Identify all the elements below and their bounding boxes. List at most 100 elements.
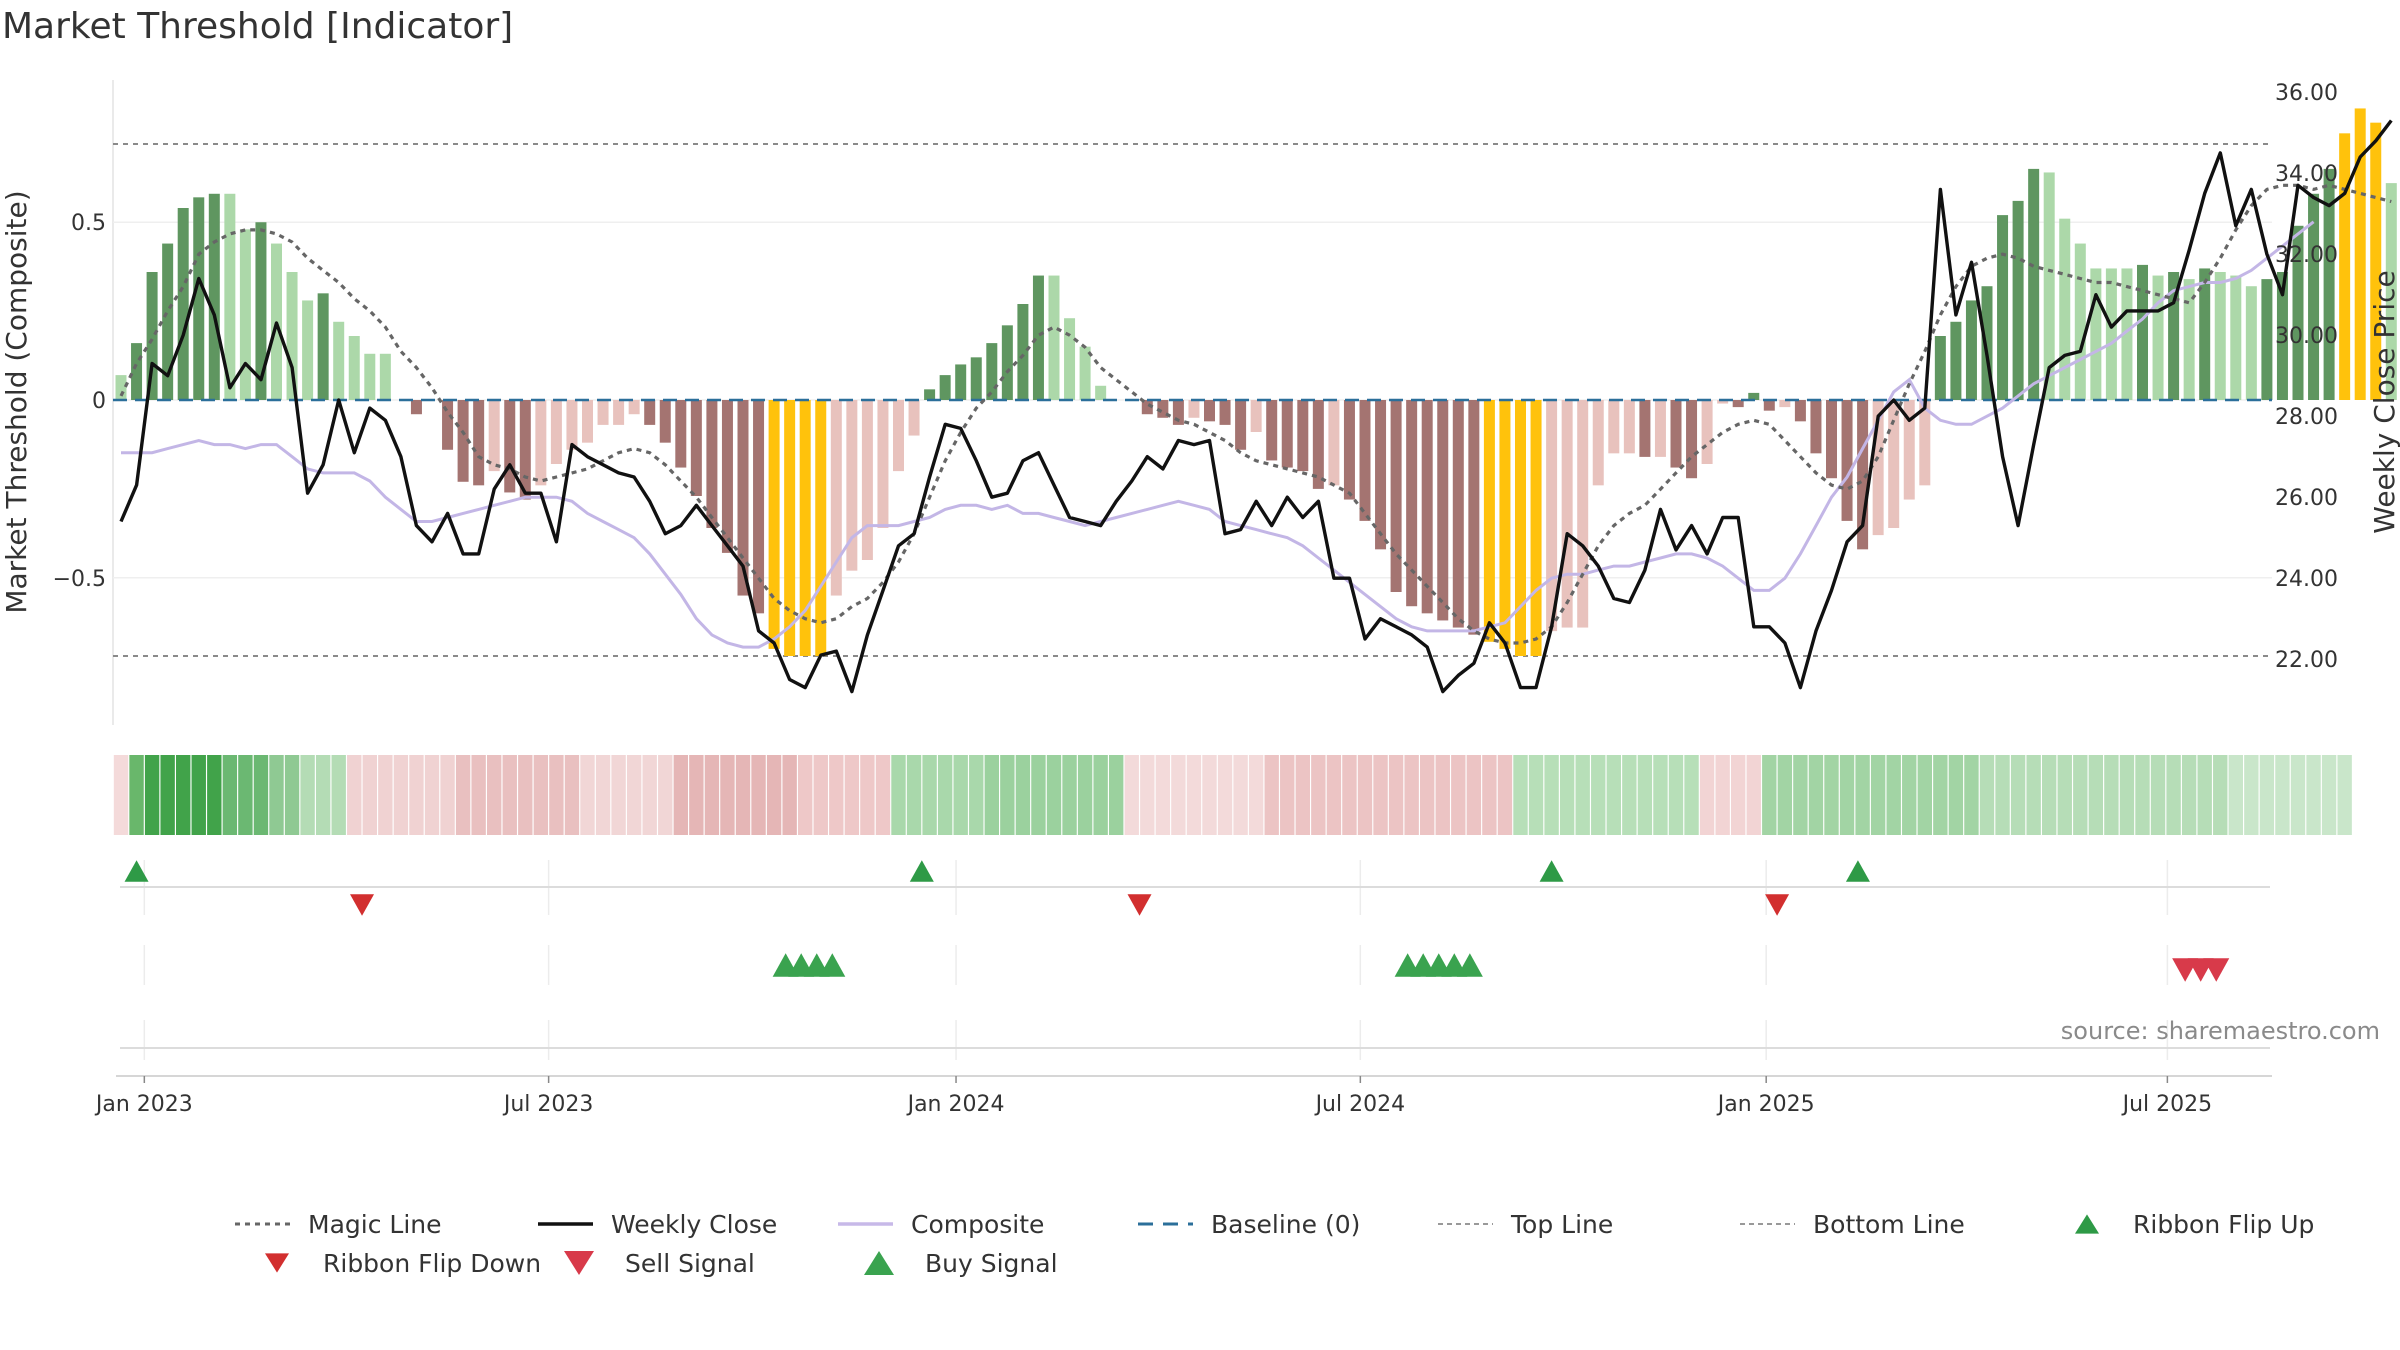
composite-bar — [1981, 286, 1993, 400]
ribbon-cell — [1793, 755, 1808, 835]
ribbon-cell — [1591, 755, 1606, 835]
ribbon-cell — [1046, 755, 1062, 835]
legend-swatch — [864, 1251, 894, 1275]
composite-bar — [753, 400, 765, 614]
composite-bar — [675, 400, 687, 468]
legend-swatch — [564, 1251, 594, 1275]
ribbon-flip-up-marker — [1539, 860, 1564, 882]
ribbon-cell — [331, 755, 346, 835]
composite-bar — [1499, 400, 1511, 649]
legend-label: Bottom Line — [1813, 1210, 1965, 1239]
composite-bar — [1794, 400, 1806, 422]
composite-bar — [1654, 400, 1666, 457]
ribbon-cell — [922, 755, 937, 835]
composite-bar — [582, 400, 593, 443]
composite-bar — [177, 208, 189, 400]
composite-bar — [364, 353, 376, 400]
ribbon-cell — [1248, 755, 1264, 835]
buy-signal-marker — [1456, 953, 1483, 977]
composite-bar — [799, 400, 811, 656]
composite-bar — [1079, 346, 1091, 400]
ribbon-cell — [1715, 755, 1730, 835]
composite-bar — [1437, 400, 1449, 621]
ribbon-cell — [1155, 755, 1171, 835]
composite-bar — [1390, 400, 1402, 592]
composite-bar — [1608, 400, 1620, 454]
ribbon-cell — [642, 755, 657, 835]
signal-markers — [116, 860, 2272, 1077]
composite-bar — [597, 400, 609, 425]
legend-item-flipdown: Ribbon Flip Down — [265, 1249, 541, 1278]
ribbon-cell — [1839, 755, 1855, 835]
ribbon-cell — [2150, 755, 2166, 835]
ribbon-cell — [1435, 755, 1450, 835]
x-tick-label: Jul 2023 — [502, 1092, 594, 1117]
composite-bar — [2028, 168, 2040, 400]
ribbon-cell — [595, 755, 611, 835]
ribbon-cell — [238, 755, 253, 835]
ribbon-cell — [2290, 755, 2306, 835]
legend-item-bottom: Bottom Line — [1740, 1210, 1965, 1239]
composite-bar — [613, 400, 625, 425]
composite-bar — [2121, 268, 2133, 400]
ribbon-cell — [2119, 755, 2135, 835]
ribbon-cell — [735, 755, 751, 835]
ribbon-cell — [1637, 755, 1653, 835]
ribbon-cell — [673, 755, 688, 835]
ribbon-cell — [1902, 755, 1917, 835]
ribbon-cell — [626, 755, 642, 835]
composite-bar — [115, 375, 127, 400]
ribbon-cell — [269, 755, 284, 835]
composite-bar — [317, 293, 329, 400]
legend-swatch — [265, 1253, 289, 1273]
legend-label: Weekly Close — [611, 1210, 777, 1239]
composite-bar — [768, 400, 780, 649]
ribbon-cell — [844, 755, 860, 835]
composite-bar — [924, 389, 936, 400]
composite-bar — [1359, 400, 1371, 521]
legend-item-close: Weekly Close — [538, 1210, 777, 1239]
composite-bar — [1032, 275, 1044, 400]
composite-bar — [1965, 300, 1977, 400]
composite-bar — [1064, 318, 1076, 400]
ribbon-cell — [2306, 755, 2321, 835]
composite-bar — [1172, 400, 1184, 425]
composite-bar — [2059, 218, 2071, 400]
ribbon-cell — [362, 755, 377, 835]
composite-line — [121, 220, 2315, 649]
ribbon-cell — [1373, 755, 1388, 835]
ribbon-cell — [564, 755, 580, 835]
left-axis-label: Market Threshold (Composite) — [0, 190, 33, 613]
composite-bar — [1219, 400, 1231, 425]
magic-line — [119, 183, 2392, 645]
ribbon-cell — [502, 755, 517, 835]
ribbon-cell — [2275, 755, 2290, 835]
ribbon-cell — [720, 755, 735, 835]
composite-bar — [1375, 400, 1387, 550]
composite-bar — [846, 400, 858, 571]
ribbon-cell — [2213, 755, 2228, 835]
composite-bar — [877, 400, 889, 528]
ribbon-cell — [1295, 755, 1310, 835]
ribbon-cell — [860, 755, 875, 835]
ribbon-flip-down-marker — [350, 894, 375, 916]
ribbon-cell — [1000, 755, 1015, 835]
composite-bar — [1017, 304, 1029, 400]
composite-bar — [2183, 279, 2195, 400]
ribbon-cell — [2088, 755, 2104, 835]
composite-bar — [2245, 286, 2257, 400]
composite-bars — [115, 108, 2397, 656]
ribbon-flip-up-marker — [909, 860, 934, 882]
composite-bar — [1452, 400, 1464, 628]
composite-bar — [1717, 400, 1729, 404]
ribbon-cell — [487, 755, 502, 835]
ribbon-cell — [1326, 755, 1342, 835]
composite-bar — [2168, 272, 2180, 400]
composite-bar — [1421, 400, 1433, 614]
ribbon-cell — [2166, 755, 2181, 835]
ribbon-cell — [1622, 755, 1637, 835]
ribbon-cell — [1746, 755, 1761, 835]
ribbon-cell — [409, 755, 424, 835]
ribbon-cell — [1824, 755, 1839, 835]
ribbon-cell — [424, 755, 440, 835]
